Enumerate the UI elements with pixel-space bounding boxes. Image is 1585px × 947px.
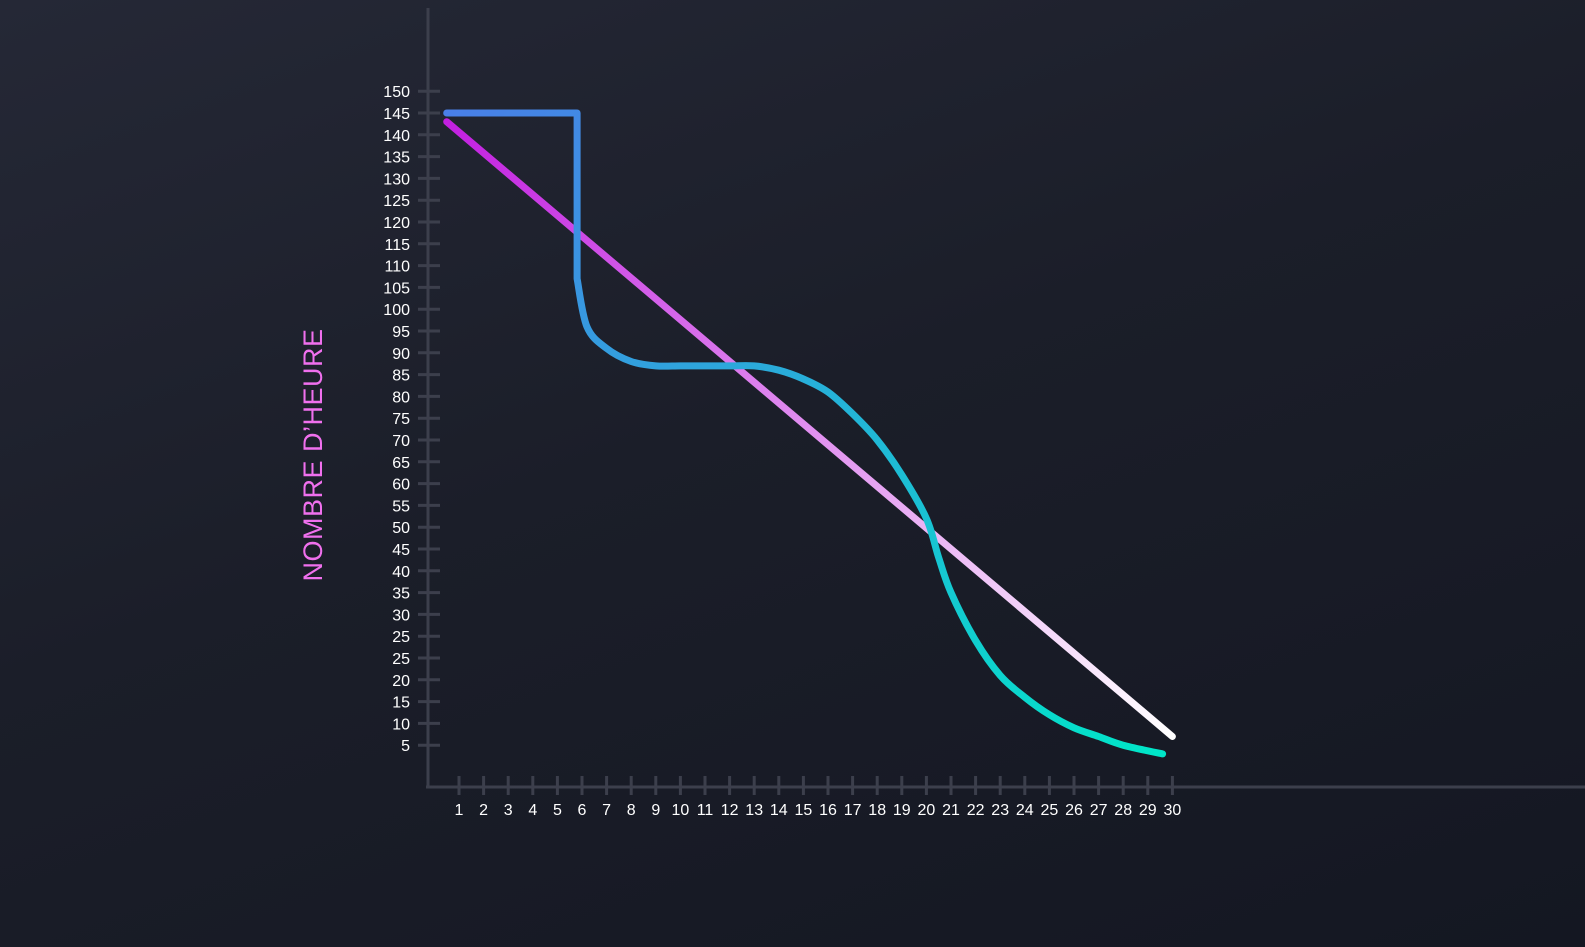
y-tick-label: 110 (384, 259, 410, 276)
x-tick-label: 16 (819, 802, 837, 819)
x-tick-label: 13 (745, 802, 763, 819)
x-tick-label: 22 (967, 802, 985, 819)
y-tick-label: 140 (383, 128, 410, 145)
x-tick-label: 21 (942, 802, 960, 819)
x-tick-label: 12 (721, 802, 739, 819)
y-tick-label: 25 (392, 629, 410, 646)
y-tick-label: 30 (392, 607, 410, 624)
y-tick-label: 120 (383, 215, 410, 232)
x-tick-label: 17 (844, 802, 862, 819)
x-tick-label: 14 (770, 802, 788, 819)
x-tick-label: 4 (528, 802, 537, 819)
x-tick-label: 18 (868, 802, 886, 819)
y-tick-label: 45 (392, 542, 410, 559)
x-tick-label: 10 (672, 802, 690, 819)
x-tick-label: 8 (627, 802, 636, 819)
x-tick-label: 1 (455, 802, 464, 819)
y-tick-label: 25 (392, 651, 410, 668)
y-tick-label: 90 (392, 346, 410, 363)
y-tick-label: 65 (392, 455, 410, 472)
series-line-diagonal (443, 118, 1176, 740)
x-tick-label: 15 (795, 802, 813, 819)
y-axis-label: NOMBRE D’HEURE (298, 328, 328, 581)
y-tick-label: 35 (392, 586, 410, 603)
x-ticks: 1 2 3 4 5 6 7 8 9 10 11 12 13 14 15 16 17 18 19 20 21 22 23 24 2… (455, 776, 1182, 819)
y-tick-label: 55 (392, 498, 410, 515)
y-tick-label: 40 (392, 564, 410, 581)
y-tick-label: 135 (383, 150, 410, 167)
x-tick-label: 25 (1041, 802, 1059, 819)
x-tick-label: 27 (1090, 802, 1108, 819)
y-tick-label: 20 (392, 673, 410, 690)
x-tick-label: 7 (602, 802, 611, 819)
series-group (443, 109, 1176, 758)
y-tick-label: 95 (392, 324, 410, 341)
y-tick-label: 100 (383, 302, 410, 319)
y-tick-label: 105 (383, 280, 410, 297)
x-tick-label: 2 (479, 802, 488, 819)
y-tick-label: 130 (383, 171, 410, 188)
y-ticks: 5 10 15 20 25 25 30 35 40 45 50 55 60 65 70 75 80 85 90 95 1… (383, 84, 440, 755)
x-tick-label: 6 (578, 802, 587, 819)
y-tick-label: 150 (383, 84, 410, 101)
x-tick-label: 24 (1016, 802, 1034, 819)
x-tick-label: 26 (1065, 802, 1083, 819)
x-tick-label: 28 (1114, 802, 1132, 819)
y-tick-label: 50 (392, 520, 410, 537)
y-tick-label: 125 (383, 193, 410, 210)
y-tick-label: 80 (392, 389, 410, 406)
series-line-curve (443, 109, 1167, 758)
y-tick-label: 10 (392, 716, 410, 733)
x-tick-label: 3 (504, 802, 513, 819)
x-tick-label: 23 (991, 802, 1009, 819)
y-tick-label: 75 (392, 411, 410, 428)
y-tick-label: 5 (401, 738, 410, 755)
x-tick-label: 5 (553, 802, 562, 819)
x-tick-label: 20 (918, 802, 936, 819)
y-tick-label: 60 (392, 477, 410, 494)
x-tick-label: 11 (697, 802, 714, 819)
y-tick-label: 85 (392, 368, 410, 385)
y-tick-label: 15 (392, 695, 410, 712)
y-tick-label: 145 (383, 106, 410, 123)
y-tick-label: 70 (392, 433, 410, 450)
axes (426, 8, 1585, 789)
x-tick-label: 29 (1139, 802, 1157, 819)
x-tick-label: 9 (651, 802, 660, 819)
y-tick-label: 115 (384, 237, 410, 254)
x-tick-label: 30 (1164, 802, 1182, 819)
x-tick-label: 19 (893, 802, 911, 819)
